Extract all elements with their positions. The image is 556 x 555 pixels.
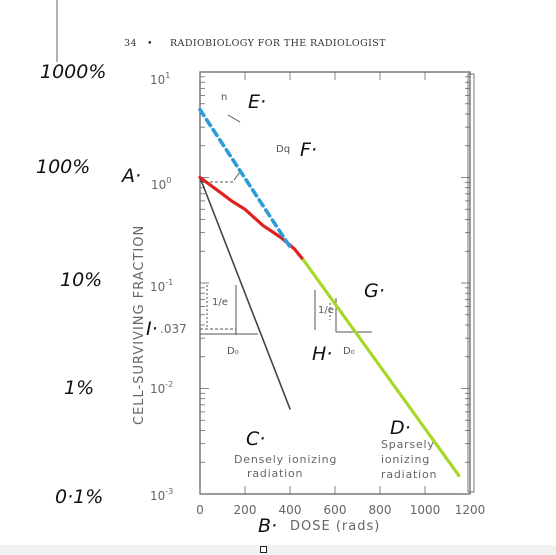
sparsely-ionizing-label-line1: Sparsely <box>381 438 435 451</box>
handwritten-100-percent: 100% <box>36 156 90 178</box>
d0-left-bracket <box>200 285 258 335</box>
handwritten-label-a: A· <box>120 165 141 187</box>
densely-ionizing-label-line1: Densely ionizing <box>234 453 337 466</box>
x-tick-label-1200: 1200 <box>455 503 486 517</box>
handwritten-0-1-percent: 0·1% <box>55 486 103 508</box>
running-title: RADIOBIOLOGY FOR THE RADIOLOGIST <box>170 38 386 49</box>
y-tick-labels: 101 100 10-1 10-2 10-3 <box>150 71 173 503</box>
x-tick-label-200: 200 <box>234 503 257 517</box>
dq-pointer <box>233 171 241 181</box>
y-tick-label-5: 10-3 <box>150 487 173 503</box>
sparsely-ionizing-label-line2: ionizing <box>381 453 430 466</box>
y-tick-label-2: 100 <box>151 176 171 192</box>
densely-ionizing-label-line2: radiation <box>247 467 303 480</box>
annotation-1e-left: 1/e <box>212 297 228 308</box>
header-bullet: • <box>147 38 153 49</box>
handwritten-1000-percent: 1000% <box>40 61 106 83</box>
handwritten-label-e: E· <box>248 91 266 113</box>
handwritten-label-f: F· <box>300 139 317 161</box>
axis-ticks <box>199 71 471 495</box>
annotation-n: n <box>221 92 227 103</box>
x-tick-label-800: 800 <box>369 503 392 517</box>
x-tick-label-0: 0 <box>196 503 204 517</box>
y-tick-label-1: 101 <box>150 71 170 87</box>
handwritten-label-b: B· <box>258 515 277 537</box>
handwritten-10-percent: 10% <box>60 269 102 291</box>
handwritten-label-g: G· <box>364 280 385 302</box>
handwritten-label-h: H· <box>312 343 332 365</box>
annotation-d0-left: D₀ <box>227 346 239 357</box>
bottom-drag-handle[interactable] <box>260 546 267 553</box>
exponential-curve-green <box>301 258 461 477</box>
y-tick-label-4: 10-2 <box>150 380 173 396</box>
x-tick-label-400: 400 <box>279 503 302 517</box>
x-tick-label-600: 600 <box>324 503 347 517</box>
handwritten-label-i: I· <box>146 318 158 340</box>
handwritten-label-d: D· <box>390 417 411 439</box>
shoulder-curve-red <box>198 175 306 262</box>
annotation-dq: Dq <box>276 144 290 155</box>
y-tick-label-3: 10-1 <box>150 278 173 294</box>
series-layer <box>198 107 461 477</box>
bottom-scroll-bar[interactable] <box>0 545 556 555</box>
densely-ionizing-curve <box>199 176 291 410</box>
x-axis-label: DOSE (rads) <box>290 519 380 534</box>
x-tick-labels: 0 200 400 600 800 1000 1200 <box>196 503 485 517</box>
sparsely-ionizing-label-line3: radiation <box>381 468 437 481</box>
annotation-1e-right: 1/e <box>318 305 334 316</box>
y-axis-label: CELL-SURVIVING FRACTION <box>132 225 147 425</box>
extrapolation-line-blue <box>198 107 292 249</box>
page-number: 34 <box>124 38 137 49</box>
handwritten-1-percent: 1% <box>64 377 94 399</box>
x-tick-label-1000: 1000 <box>410 503 441 517</box>
annotation-d0-right: D₀ <box>343 346 355 357</box>
n-pointer <box>227 114 241 123</box>
marked-y-value: .037 <box>160 322 187 336</box>
handwritten-label-c: C· <box>246 428 265 450</box>
